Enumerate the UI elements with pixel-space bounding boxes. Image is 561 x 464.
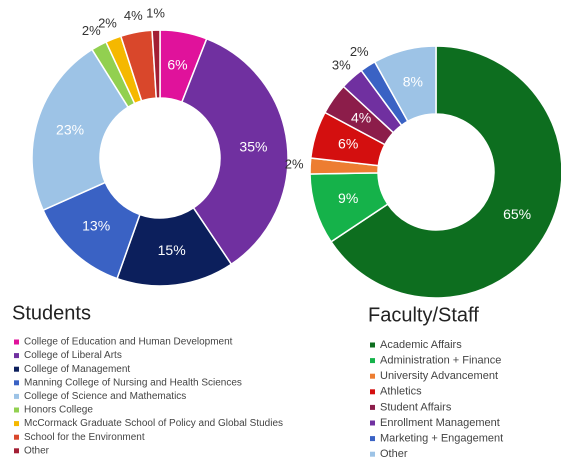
legend-swatch	[14, 380, 19, 386]
data-label: 3%	[332, 58, 351, 73]
data-label: 2%	[82, 23, 101, 38]
legend-swatch	[370, 404, 375, 410]
data-label: 13%	[82, 218, 110, 234]
donut-slice	[31, 48, 130, 212]
legend-label: Athletics	[380, 386, 422, 398]
data-label: 4%	[124, 8, 143, 23]
legend-label: Enrollment Management	[380, 417, 500, 429]
legend-swatch	[370, 389, 375, 395]
data-label: 2%	[350, 44, 369, 59]
legend-swatch	[14, 393, 19, 399]
data-label: 6%	[338, 135, 358, 151]
legend-swatch	[370, 451, 375, 457]
legend-title: Faculty/Staff	[368, 304, 479, 326]
legend-swatch	[14, 353, 19, 359]
data-label: 2%	[285, 157, 304, 172]
legend-label: McCormack Graduate School of Policy and …	[24, 418, 283, 429]
legend-label: School for the Environment	[24, 432, 145, 443]
legend-label: Honors College	[24, 405, 93, 416]
legend-label: College of Liberal Arts	[24, 350, 122, 361]
legend-swatch	[14, 366, 19, 372]
donut-slice	[330, 45, 561, 299]
data-label: 65%	[503, 206, 531, 222]
legend-label: College of Science and Mathematics	[24, 391, 186, 402]
legend-swatch	[14, 434, 19, 440]
data-label: 4%	[351, 109, 371, 125]
legend-swatch	[14, 407, 19, 413]
data-label: 1%	[146, 6, 165, 21]
donut-slice	[373, 45, 437, 123]
legend-title: Students	[12, 302, 91, 324]
legend-label: Administration + Finance	[380, 355, 501, 367]
data-label: 35%	[239, 138, 267, 154]
donut-slice	[151, 29, 161, 99]
legend-swatch	[370, 373, 375, 379]
legend-label: Manning College of Nursing and Health Sc…	[24, 377, 242, 388]
legend-label: Academic Affairs	[380, 339, 462, 351]
legend-label: Marketing + Engagement	[380, 433, 503, 445]
legend-label: College of Education and Human Developme…	[24, 337, 233, 348]
legend-label: College of Management	[24, 364, 130, 375]
data-label: 15%	[158, 242, 186, 258]
legend-swatch	[370, 436, 375, 442]
donut-slice	[180, 37, 289, 266]
legend-swatch	[14, 448, 19, 454]
legend-swatch	[14, 339, 19, 345]
data-label: 2%	[98, 15, 117, 30]
data-label: 6%	[167, 56, 187, 72]
legend-swatch	[14, 421, 19, 427]
legend-swatch	[370, 420, 375, 426]
legend-label: Other	[24, 445, 50, 456]
legend-label: Other	[380, 448, 408, 460]
data-label: 9%	[338, 190, 358, 206]
data-label: 23%	[56, 121, 84, 137]
legend-label: University Advancement	[380, 370, 498, 382]
legend-label: Student Affairs	[380, 401, 452, 413]
data-label: 8%	[403, 74, 423, 90]
legend-swatch	[370, 342, 375, 348]
legend-swatch	[370, 358, 375, 364]
